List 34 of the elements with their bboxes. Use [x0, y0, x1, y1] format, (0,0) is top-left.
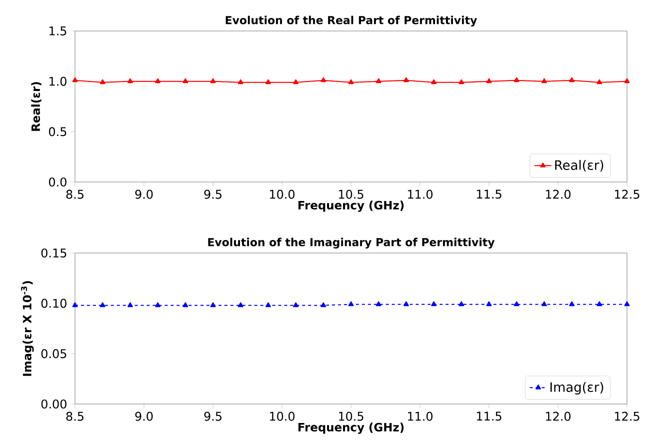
x-tick-label: 11.5 [477, 412, 502, 421]
x-tick-label: 8.5 [66, 412, 84, 421]
y-tick-label: 0.10 [41, 298, 66, 308]
x-tick-label: 11.0 [408, 412, 433, 421]
x-axis-title: Frequency (GHz) [298, 200, 404, 212]
y-tick-label: 0.5 [48, 127, 66, 136]
x-tick-label: 9.5 [204, 190, 222, 199]
x-axis-title: Frequency (GHz) [298, 422, 404, 434]
x-tick-label: 10.5 [339, 190, 364, 199]
chart-title: Evolution of the Real Part of Permittivity [226, 16, 477, 26]
x-tick-label: 11.0 [408, 190, 433, 199]
y-axis-title: Real(εr) [31, 82, 42, 131]
chart-title: Evolution of the Imaginary Part of Permittivity [208, 238, 495, 248]
y-tick-label: 1.5 [50, 26, 66, 36]
y-tick-label: 0.00 [41, 399, 66, 409]
y-tick-label: 0.05 [41, 349, 66, 358]
x-tick-label: 8.5 [66, 190, 84, 199]
y-tick-label: 1.0 [50, 76, 66, 86]
x-tick-label: 12.5 [615, 190, 640, 199]
x-tick-label: 9.0 [135, 412, 153, 421]
x-tick-label: 12.0 [546, 190, 571, 199]
x-tick-label: 9.5 [204, 412, 222, 421]
y-axis-title: Imag(εr X 10$^{-3}$) [21, 281, 34, 376]
x-tick-label: 9.0 [135, 190, 153, 199]
legend-label: Imag(εr) [550, 382, 604, 394]
x-tick-label: 10.0 [270, 190, 295, 199]
x-tick-label: 12.0 [546, 412, 571, 421]
x-tick-label: 12.5 [615, 412, 640, 421]
x-tick-label: 10.0 [270, 412, 295, 421]
x-tick-label: 11.5 [477, 190, 502, 199]
legend-label: Real(εr) [555, 160, 604, 172]
y-tick-label: 0.15 [41, 248, 66, 258]
y-tick-label: 0.0 [48, 177, 66, 187]
x-tick-label: 10.5 [339, 412, 364, 421]
